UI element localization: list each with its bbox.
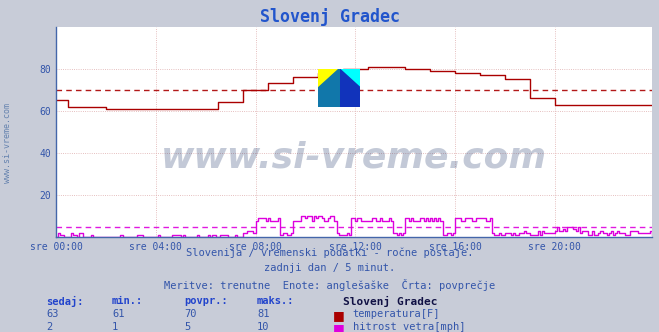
Text: maks.:: maks.: (257, 296, 295, 306)
Text: min.:: min.: (112, 296, 143, 306)
Text: hitrost vetra[mph]: hitrost vetra[mph] (353, 322, 465, 332)
Text: Slovenj Gradec: Slovenj Gradec (343, 296, 437, 307)
Text: ■: ■ (333, 309, 345, 322)
Text: 5: 5 (185, 322, 190, 332)
Text: 61: 61 (112, 309, 125, 319)
Text: povpr.:: povpr.: (185, 296, 228, 306)
Text: 10: 10 (257, 322, 270, 332)
Text: 63: 63 (46, 309, 59, 319)
Text: Meritve: trenutne  Enote: anglešaške  Črta: povprečje: Meritve: trenutne Enote: anglešaške Črta… (164, 279, 495, 290)
Polygon shape (318, 69, 339, 107)
Text: www.si-vreme.com: www.si-vreme.com (3, 103, 13, 183)
Text: zadnji dan / 5 minut.: zadnji dan / 5 minut. (264, 263, 395, 273)
Text: Slovenija / vremenski podatki - ročne postaje.: Slovenija / vremenski podatki - ročne po… (186, 247, 473, 258)
Text: 1: 1 (112, 322, 118, 332)
Polygon shape (318, 69, 339, 88)
Text: 70: 70 (185, 309, 197, 319)
Polygon shape (339, 69, 360, 107)
Text: 81: 81 (257, 309, 270, 319)
Text: www.si-vreme.com: www.si-vreme.com (161, 140, 547, 174)
Text: 2: 2 (46, 322, 52, 332)
Text: Slovenj Gradec: Slovenj Gradec (260, 8, 399, 26)
Polygon shape (339, 69, 360, 88)
Text: temperatura[F]: temperatura[F] (353, 309, 440, 319)
Text: ■: ■ (333, 322, 345, 332)
Text: sedaj:: sedaj: (46, 296, 84, 307)
